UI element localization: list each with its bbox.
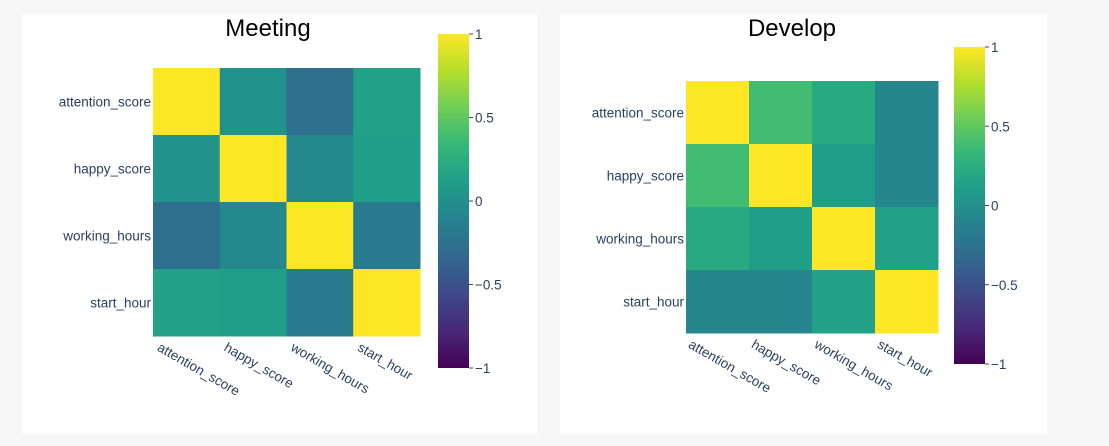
heatmap-cells [153, 68, 421, 337]
heatmap-cell-working_hours-start_hour[interactable] [353, 202, 421, 270]
heatmap-cell-attention_score-working_hours[interactable] [286, 68, 354, 136]
heatmap-cell-start_hour-happy_score[interactable] [219, 269, 287, 337]
heatmap-cell-happy_score-happy_score[interactable] [749, 144, 813, 208]
heatmap-cells [686, 81, 939, 334]
colorbar-tick-label: −0.5 [991, 278, 1018, 293]
heatmap-cell-working_hours-happy_score[interactable] [749, 207, 813, 271]
colorbar-tick-label: −0.5 [475, 278, 502, 293]
heatmap-cell-start_hour-attention_score[interactable] [686, 270, 750, 334]
colorbar-tick-label: −1 [475, 361, 490, 376]
y-tick-label: happy_score [74, 162, 151, 177]
heatmap-cell-start_hour-start_hour[interactable] [875, 270, 939, 334]
y-tick-label: start_hour [623, 295, 684, 310]
heatmap-cell-working_hours-working_hours[interactable] [286, 202, 354, 270]
colorbar [954, 47, 985, 364]
y-tick-label: start_hour [90, 296, 151, 311]
heatmap-cell-working_hours-working_hours[interactable] [812, 207, 876, 271]
x-tick-label: start_hour [355, 340, 416, 384]
heatmap-cell-happy_score-working_hours[interactable] [286, 135, 354, 203]
heatmap-cell-working_hours-attention_score[interactable] [686, 207, 750, 271]
chart-title: Develop [748, 15, 836, 42]
heatmap-cell-working_hours-start_hour[interactable] [875, 207, 939, 271]
colorbar-tick-label: 1 [475, 27, 483, 42]
heatmap-cell-happy_score-start_hour[interactable] [875, 144, 939, 208]
y-tick-label: working_hours [62, 229, 151, 244]
heatmap-cell-happy_score-attention_score[interactable] [686, 144, 750, 208]
colorbar-tick-label: 0.5 [991, 119, 1010, 134]
heatmap-cell-attention_score-start_hour[interactable] [353, 68, 421, 136]
heatmap-chart-develop: Develop attention_score happy_scoreworking… [592, 15, 1018, 396]
colorbar-tick-label: 0 [991, 199, 999, 214]
heatmap-chart-meeting: Meeting attention_score happy_scoreworking… [59, 15, 502, 399]
y-tick-label: attention_score [592, 106, 684, 121]
heatmap-cell-working_hours-happy_score[interactable] [219, 202, 287, 270]
y-tick-label: attention_score [59, 95, 151, 110]
colorbar-tick-label: 1 [991, 40, 999, 55]
heatmap-cell-working_hours-attention_score[interactable] [153, 202, 221, 270]
heatmap-cell-start_hour-attention_score[interactable] [153, 269, 221, 337]
heatmap-cell-start_hour-working_hours[interactable] [286, 269, 354, 337]
heatmap-cell-attention_score-happy_score[interactable] [219, 68, 287, 136]
heatmap-cell-happy_score-working_hours[interactable] [812, 144, 876, 208]
y-tick-label: working_hours [595, 232, 684, 247]
heatmap-cell-start_hour-happy_score[interactable] [749, 270, 813, 334]
heatmap-cell-start_hour-start_hour[interactable] [353, 269, 421, 337]
heatmap-cell-happy_score-attention_score[interactable] [153, 135, 221, 203]
colorbar-tick-label: −1 [991, 357, 1006, 372]
heatmap-cell-happy_score-start_hour[interactable] [353, 135, 421, 203]
y-tick-label: happy_score [607, 169, 684, 184]
colorbar [438, 34, 469, 368]
colorbar-tick-label: 0 [475, 194, 483, 209]
heatmap-cell-happy_score-happy_score[interactable] [219, 135, 287, 203]
chart-title: Meeting [225, 15, 310, 42]
heatmap-cell-attention_score-working_hours[interactable] [812, 81, 876, 145]
heatmap-cell-attention_score-attention_score[interactable] [686, 81, 750, 145]
heatmap-cell-start_hour-working_hours[interactable] [812, 270, 876, 334]
heatmap-cell-attention_score-happy_score[interactable] [749, 81, 813, 145]
colorbar-tick-label: 0.5 [475, 111, 494, 126]
heatmap-cell-attention_score-attention_score[interactable] [153, 68, 221, 136]
heatmap-cell-attention_score-start_hour[interactable] [875, 81, 939, 145]
